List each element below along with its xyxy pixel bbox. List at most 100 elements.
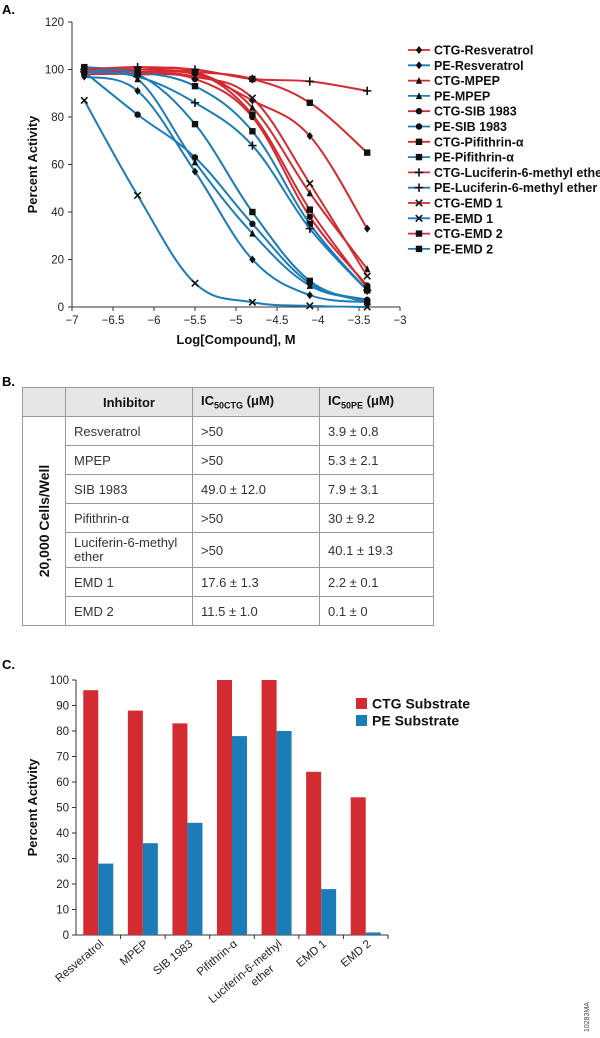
data-point — [248, 141, 257, 150]
y-tick-label: 120 — [45, 17, 64, 29]
bar-group-emd-2 — [350, 797, 381, 935]
data-point — [81, 68, 88, 76]
panel-a-label: A. — [2, 2, 15, 17]
bar-ctg-substrate — [217, 680, 232, 935]
series-ctg-pifithrin — [81, 66, 371, 156]
legend-entry-ctg-sib-1983: CTG-SIB 1983 — [408, 105, 517, 119]
bar-ctg-substrate — [127, 710, 143, 935]
x-tick-label: −5 — [229, 315, 242, 327]
data-point — [191, 158, 199, 166]
series-line-pe-resveratrol — [84, 75, 368, 304]
cell-ic50-ctg: >50 — [192, 532, 320, 568]
series-pe-pifithrin — [81, 63, 371, 294]
legend-marker — [415, 214, 423, 223]
x-tick-label: −4 — [311, 315, 325, 327]
legend-marker — [415, 153, 423, 161]
cell-ic50-pe: 5.3 ± 2.1 — [319, 445, 434, 475]
legend-label: PE-EMD 2 — [434, 242, 493, 256]
bar-chart: 0 10 20 30 40 50 60 70 80 90 100 Percent Activity Re… — [25, 675, 470, 1006]
legend-label: PE-SIB 1983 — [434, 120, 507, 134]
y-tick-label: 50 — [56, 803, 69, 815]
data-point — [248, 74, 257, 84]
bar-pe-substrate — [187, 822, 203, 935]
legend-entry-pe-emd-2: PE-EMD 2 — [408, 242, 493, 256]
legend-entry-pe-mpep: PE-MPEP — [408, 89, 490, 103]
table-row: MPEP >50 5.3 ± 2.1 — [23, 445, 434, 475]
legend-entry-pe-emd-1: PE-EMD 1 — [408, 212, 493, 226]
data-point — [306, 302, 314, 310]
data-point — [134, 111, 141, 118]
legend-marker — [415, 230, 423, 237]
data-point — [249, 111, 256, 118]
data-point — [249, 128, 256, 135]
y-tick-label: 40 — [56, 828, 69, 840]
y-tick-label: 20 — [56, 879, 69, 891]
data-point — [305, 77, 314, 86]
legend-label: CTG-Resveratrol — [434, 44, 533, 58]
y-tick-label: 90 — [56, 701, 69, 713]
data-point — [134, 66, 141, 73]
x-tick-label: −6 — [147, 315, 160, 327]
legend-entry-pe-sib-1983: PE-SIB 1983 — [408, 120, 507, 134]
cell-inhibitor: Luciferin-6-methyl ether — [65, 532, 193, 568]
cell-ic50-pe: 30 ± 9.2 — [319, 503, 434, 533]
series-pe-emd-1 — [80, 96, 371, 311]
legend-entry-ctg-resveratrol: CTG-Resveratrol — [408, 44, 533, 58]
bar-ctg-substrate — [261, 680, 277, 935]
legend-label: PE-MPEP — [434, 89, 490, 103]
legend-entry-ctg-luciferin-6-methyl-ether: CTG-Luciferin-6-methyl ether — [408, 166, 600, 180]
legend-marker — [415, 108, 423, 115]
data-point — [364, 265, 371, 273]
legend-label: PE-Pifithrin-α — [434, 151, 514, 165]
legend-entry-pe-substrate: PE Substrate — [356, 713, 459, 729]
legend-marker — [415, 92, 423, 100]
y-tick-label: 80 — [51, 112, 64, 124]
cell-ic50-ctg: 17.6 ± 1.3 — [192, 567, 320, 597]
data-point — [249, 255, 256, 264]
legend-entry-pe-pifithrin: PE-Pifithrin-α — [408, 151, 514, 165]
data-point — [363, 272, 371, 280]
bar-group-sib-1983 — [172, 723, 203, 935]
legend-entry-ctg-substrate: CTG Substrate — [356, 696, 470, 712]
ic50-table-wrap: Inhibitor IC50CTG (μM) IC50PE (μM) 20,00… — [22, 387, 434, 626]
data-point — [306, 132, 313, 140]
data-point — [191, 82, 199, 90]
bar-ctg-substrate — [306, 771, 322, 935]
data-point — [191, 120, 199, 128]
bar-pe-substrate — [232, 736, 247, 935]
legend-marker — [415, 61, 423, 70]
legend-entry-pe-luciferin-6-methyl-ether: PE-Luciferin-6-methyl ether — [408, 181, 597, 195]
bar-pe-substrate — [321, 889, 337, 935]
cell-ic50-pe: 3.9 ± 0.8 — [319, 416, 434, 446]
cell-ic50-pe: 0.1 ± 0 — [319, 596, 434, 626]
cell-ic50-ctg: >50 — [192, 416, 320, 446]
bar-pe-substrate — [365, 932, 381, 935]
data-point — [249, 220, 256, 228]
dose-response-chart: 0 20 40 60 80 100 120 −7 −6.5 −6 −5.5 −5 −4.5 −4 −3.5 −… — [25, 17, 600, 347]
legend-marker — [415, 199, 423, 207]
header-ic50-ctg: IC50CTG (μM) — [192, 387, 320, 417]
data-point — [306, 220, 313, 228]
cell-inhibitor: MPEP — [65, 445, 193, 475]
legend-label: CTG-SIB 1983 — [434, 105, 517, 119]
table-header-row: Inhibitor IC50CTG (μM) IC50PE (μM) — [22, 387, 434, 417]
cell-inhibitor: EMD 1 — [65, 567, 193, 597]
y-tick-label: 60 — [51, 160, 64, 172]
panel-c-label: C. — [2, 657, 15, 672]
x-tick-label: MPEP — [118, 938, 151, 968]
data-point — [306, 189, 313, 197]
data-point — [190, 98, 200, 107]
y-tick-label: 0 — [58, 302, 64, 314]
bar-group-emd-1 — [306, 771, 337, 935]
cell-ic50-ctg: >50 — [192, 503, 320, 533]
x-tick-label: Resveratrol — [53, 938, 106, 985]
legend-entry-pe-resveratrol: PE-Resveratrol — [408, 59, 524, 73]
y-tick-label: 40 — [51, 207, 64, 219]
legend-entry-ctg-emd-2: CTG-EMD 2 — [408, 227, 503, 241]
x-tick-label: −3 — [393, 315, 406, 327]
legend-label: CTG-EMD 1 — [434, 197, 503, 211]
legend-swatch — [356, 698, 367, 709]
series-ctg-luciferin-6-methyl-ether — [80, 62, 372, 96]
legend-label: PE Substrate — [372, 713, 459, 729]
legend-entry-ctg-emd-1: CTG-EMD 1 — [408, 197, 503, 211]
